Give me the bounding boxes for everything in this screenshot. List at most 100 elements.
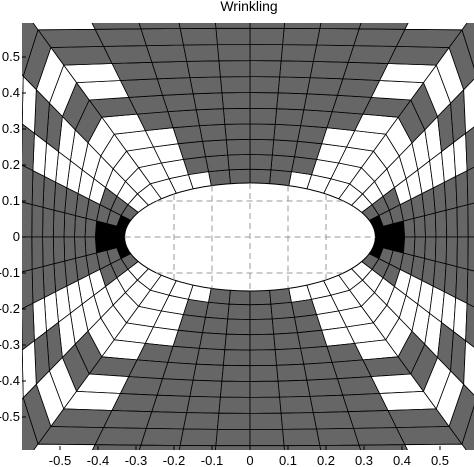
mesh-element-wrinkled — [42, 206, 55, 238]
mesh-element-wrinkled — [306, 77, 344, 96]
mesh-element-wrinkled — [443, 263, 458, 299]
elliptical-hole — [124, 182, 376, 292]
y-tick-label: 0.3 — [2, 121, 20, 136]
y-axis-ticks: 0.5 0.4 0.3 0.2 0.1 0 -0.1 -0.2 -0.3 -0.4 -0.5 — [0, 49, 26, 424]
mesh-element-wrinkled — [222, 107, 251, 125]
x-tick-label: -0.4 — [87, 453, 109, 467]
mesh-element-wrinkled — [178, 23, 217, 29]
mesh-element-wrinkled — [198, 123, 227, 142]
mesh-element-wrinkled — [42, 175, 57, 211]
mesh-element-wrinkled — [31, 170, 45, 208]
mesh-element-wrinkled — [215, 428, 251, 447]
y-tick-label: -0.4 — [0, 373, 20, 388]
mesh-element-wrinkled — [445, 206, 458, 238]
mesh-element-taut — [404, 23, 468, 31]
mesh-element-wrinkled — [151, 60, 191, 80]
mesh-element-wrinkled — [319, 23, 362, 30]
mesh-element-wrinkled — [215, 23, 251, 29]
mesh-element-wrinkled — [249, 349, 278, 367]
mesh-element-wrinkled — [228, 289, 251, 306]
mesh-element-wrinkled — [208, 287, 231, 305]
mesh-element-wrinkled — [249, 76, 281, 94]
x-axis-ticks: -0.5 -0.4 -0.3 -0.2 -0.1 0 0.1 0.2 0.3 0.4 0.5 — [49, 446, 449, 467]
mesh-element-wrinkled — [249, 412, 284, 430]
chart-title: Wrinkling — [220, 0, 277, 14]
x-tick-label: 0.4 — [393, 453, 411, 467]
mesh-element-wrinkled — [249, 333, 276, 351]
mesh-element-wrinkled — [303, 361, 339, 381]
mesh-element-wrinkled — [249, 153, 273, 171]
mesh-element-taut — [33, 443, 96, 450]
mesh-element-wrinkled — [434, 209, 448, 238]
mesh-element-wrinkled — [291, 156, 318, 176]
mesh-element-wrinkled — [249, 428, 285, 447]
mesh-element-wrinkled — [312, 411, 355, 430]
x-tick-label: 0.1 — [279, 453, 297, 467]
mesh-element-wrinkled — [249, 289, 272, 306]
mesh-element-wrinkled — [279, 395, 314, 414]
mesh-element-wrinkled — [466, 166, 474, 206]
mesh-element-wrinkled — [189, 76, 223, 95]
mesh-element-wrinkled — [316, 427, 360, 446]
mesh-element-wrinkled — [342, 61, 389, 81]
mesh-element-wrinkled — [215, 445, 251, 450]
mesh-element-wrinkled — [274, 108, 305, 127]
mesh-element-wrinkled — [270, 301, 295, 320]
mesh-element-wrinkled — [208, 169, 231, 187]
mesh-element-wrinkled — [42, 236, 55, 268]
mesh-element-wrinkled — [186, 60, 221, 79]
mesh-element-wrinkled — [22, 164, 34, 206]
mesh-element-wrinkled — [161, 93, 197, 113]
mesh-element-wrinkled — [282, 428, 321, 447]
mesh-element-wrinkled — [249, 92, 279, 110]
mesh-element-wrinkled — [358, 23, 409, 30]
mesh-element-wrinkled — [309, 394, 349, 414]
mesh-element-wrinkled — [294, 140, 323, 160]
mesh-element-wrinkled — [249, 380, 281, 398]
mesh-element-wrinkled — [198, 332, 227, 351]
mesh-element-wrinkled — [145, 411, 188, 430]
mesh-element-wrinkled — [353, 427, 406, 446]
mesh-element-wrinkled — [300, 109, 333, 129]
mesh-element-wrinkled — [186, 395, 221, 414]
mesh-element-wrinkled — [182, 298, 209, 318]
mesh-element-wrinkled — [403, 217, 416, 238]
mesh-element-wrinkled — [202, 139, 229, 158]
mesh-element-wrinkled — [91, 23, 142, 30]
mesh-element-taut — [32, 23, 96, 31]
mesh-element-wrinkled — [249, 318, 275, 336]
mesh-element-wrinkled — [182, 44, 220, 62]
mesh-element-wrinkled — [224, 333, 251, 351]
x-tick-label: 0.2 — [317, 453, 335, 467]
mesh-element-wrinkled — [161, 361, 197, 381]
mesh-element-wrinkled — [63, 236, 76, 262]
mesh-element-wrinkled — [216, 44, 251, 62]
mesh-element-wrinkled — [312, 44, 355, 63]
mesh-element-wrinkled — [102, 410, 153, 429]
y-tick-label: 0.2 — [2, 157, 20, 172]
mesh-element-wrinkled — [461, 405, 474, 450]
mesh-element-wrinkled — [456, 204, 469, 238]
mesh-element-wrinkled — [221, 92, 251, 110]
mesh-element-wrinkled — [179, 428, 218, 447]
mesh-element-taut — [404, 443, 467, 450]
mesh-element-wrinkled — [249, 44, 284, 62]
mesh-element-wrinkled — [273, 123, 302, 142]
mesh-element-wrinkled — [227, 153, 251, 171]
mesh-element-wrinkled — [461, 23, 474, 69]
mesh-element-wrinkled — [271, 316, 298, 335]
y-tick-label: 0 — [13, 229, 20, 244]
membrane-mesh — [22, 23, 474, 450]
mesh-element-taut — [22, 74, 24, 125]
mesh-element-wrinkled — [195, 347, 226, 366]
mesh-element-wrinkled — [225, 138, 251, 156]
y-tick-label: 0.1 — [2, 193, 20, 208]
mesh-element-wrinkled — [277, 379, 311, 398]
mesh-element-wrinkled — [31, 236, 44, 270]
mesh-element-wrinkled — [306, 378, 344, 397]
mesh-element-wrinkled — [249, 138, 275, 156]
mesh-element-wrinkled — [347, 45, 398, 64]
mesh-element-wrinkled — [219, 76, 251, 94]
y-tick-label: -0.1 — [0, 265, 20, 280]
